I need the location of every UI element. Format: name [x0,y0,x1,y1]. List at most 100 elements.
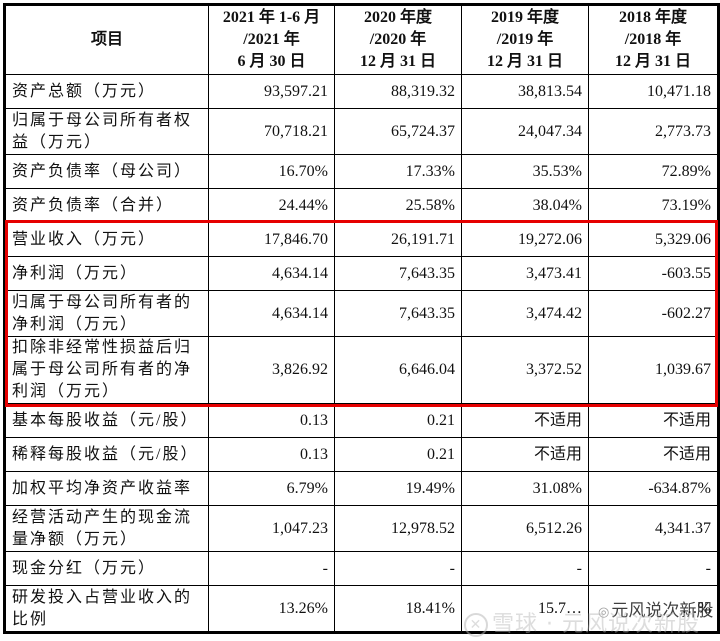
table-header-row: 项目 2021 年 1-6 月 /2021 年 6 月 30 日 2020 年度… [4,4,719,75]
cell-value: 7,643.35 [334,256,462,291]
header-line: 2020 年度 [363,9,432,26]
cell-value: - [208,551,335,586]
cell-value: 19,272.06 [461,222,589,257]
cell-value: 不适用 [588,437,719,472]
cell-value: -603.55 [588,256,719,291]
header-line: 12 月 31 日 [486,53,563,70]
table-row-operating-cash-flow: 经营活动产生的现金流量净额（万元） 1,047.23 12,978.52 6,5… [4,505,719,552]
header-2018: 2018 年度 /2018 年 12 月 31 日 [588,4,719,75]
cell-value: 4,634.14 [208,256,335,291]
cell-value: 35.53% [461,154,589,189]
row-label: 净利润（万元） [4,256,209,291]
cell-value: 4,341.37 [588,505,719,552]
cell-value: 38,813.54 [461,74,589,109]
cell-value: 6,646.04 [334,336,462,404]
table-row-cash-dividend: 现金分红（万元） - - - - [4,551,719,586]
row-label: 归属于母公司所有者权益（万元） [4,108,209,155]
cell-value: 5,329.06 [588,222,719,257]
header-item-label: 项目 [90,31,123,48]
cell-value: 10,471.18 [588,74,719,109]
cell-value: 6,512.26 [461,505,589,552]
row-label: 现金分红（万元） [4,551,209,586]
table-row-parent-net-profit: 归属于母公司所有者的净利润（万元） 4,634.14 7,643.35 3,47… [4,290,719,337]
cell-value: 不适用 [461,437,589,472]
header-line: /2021 年 [243,31,300,48]
table-row-rd-ratio: 研发投入占营业收入的比例 13.26% 18.41% 15.7… …% [4,585,719,633]
table-row-total-assets: 资产总额（万元） 93,597.21 88,319.32 38,813.54 1… [4,74,719,109]
cell-value: 38.04% [461,188,589,223]
cell-value: 73.19% [588,188,719,223]
header-line: 12 月 31 日 [614,53,691,70]
cell-value: 0.21 [334,403,462,438]
row-label: 归属于母公司所有者的净利润（万元） [4,290,209,337]
header-line: 6 月 30 日 [237,53,306,70]
financial-summary-table-container: 项目 2021 年 1-6 月 /2021 年 6 月 30 日 2020 年度… [3,3,720,634]
table-row-debt-ratio-parent: 资产负债率（母公司） 16.70% 17.33% 35.53% 72.89% [4,154,719,189]
cell-value: 1,039.67 [588,336,719,404]
cell-value: 2,773.73 [588,108,719,155]
cell-value: 26,191.71 [334,222,462,257]
cell-value: 24,047.34 [461,108,589,155]
cell-value: 0.21 [334,437,462,472]
cell-value: 13.26% [208,585,335,633]
cell-value: 7,643.35 [334,290,462,337]
financial-summary-table: 项目 2021 年 1-6 月 /2021 年 6 月 30 日 2020 年度… [3,3,720,634]
header-line: /2018 年 [624,31,682,48]
table-row-basic-eps: 基本每股收益（元/股） 0.13 0.21 不适用 不适用 [4,403,719,438]
table-row-net-profit: 净利润（万元） 4,634.14 7,643.35 3,473.41 -603.… [4,256,719,291]
row-label: 资产总额（万元） [4,74,209,109]
row-label: 经营活动产生的现金流量净额（万元） [4,505,209,552]
cell-value: 6.79% [208,471,335,506]
cell-value: 不适用 [588,403,719,438]
cell-value: 3,474.42 [461,290,589,337]
cell-value: 19.49% [334,471,462,506]
row-label: 基本每股收益（元/股） [4,403,209,438]
cell-value: 65,724.37 [334,108,462,155]
table-row-weighted-roe: 加权平均净资产收益率 6.79% 19.49% 31.08% -634.87% [4,471,719,506]
header-line: 2018 年度 [618,9,687,26]
cell-value: 88,319.32 [334,74,462,109]
header-2021h1: 2021 年 1-6 月 /2021 年 6 月 30 日 [208,4,335,75]
cell-value: 93,597.21 [208,74,335,109]
cell-value: - [588,551,719,586]
cell-value: 1,047.23 [208,505,335,552]
cell-value: 17.33% [334,154,462,189]
row-label: 加权平均净资产收益率 [4,471,209,506]
header-line: 2019 年度 [490,9,559,26]
row-label: 资产负债率（母公司） [4,154,209,189]
cell-value: - [334,551,462,586]
cell-value: 70,718.21 [208,108,335,155]
header-2019: 2019 年度 /2019 年 12 月 31 日 [461,4,589,75]
header-2020: 2020 年度 /2020 年 12 月 31 日 [334,4,462,75]
cell-value: 24.44% [208,188,335,223]
cell-value: 72.89% [588,154,719,189]
row-label: 研发投入占营业收入的比例 [4,585,209,633]
cell-value: 17,846.70 [208,222,335,257]
cell-value: 12,978.52 [334,505,462,552]
header-line: /2019 年 [496,31,554,48]
table-row-revenue: 营业收入（万元） 17,846.70 26,191.71 19,272.06 5… [4,222,719,257]
cell-value: 不适用 [461,403,589,438]
cell-value: 25.58% [334,188,462,223]
table-row-deducted-net-profit: 扣除非经常性损益后归属于母公司所有者的净利润（万元） 3,826.92 6,64… [4,336,719,404]
cell-value: 31.08% [461,471,589,506]
table-row-diluted-eps: 稀释每股收益（元/股） 0.13 0.21 不适用 不适用 [4,437,719,472]
cell-value: -602.27 [588,290,719,337]
header-line: 12 月 31 日 [359,53,436,70]
row-label: 资产负债率（合并） [4,188,209,223]
header-item: 项目 [4,4,209,75]
cell-value: 16.70% [208,154,335,189]
table-row-debt-ratio-consolidated: 资产负债率（合并） 24.44% 25.58% 38.04% 73.19% [4,188,719,223]
row-label: 扣除非经常性损益后归属于母公司所有者的净利润（万元） [4,336,209,404]
cell-value: 4,634.14 [208,290,335,337]
table-row-parent-equity: 归属于母公司所有者权益（万元） 70,718.21 65,724.37 24,0… [4,108,719,155]
cell-value: 0.13 [208,403,335,438]
cell-value: 15.7… [461,585,589,633]
row-label: 稀释每股收益（元/股） [4,437,209,472]
header-line: 2021 年 1-6 月 [222,9,321,26]
cell-value: …% [588,585,719,633]
header-line: /2020 年 [369,31,427,48]
cell-value: 3,372.52 [461,336,589,404]
cell-value: 3,826.92 [208,336,335,404]
cell-value: - [461,551,589,586]
